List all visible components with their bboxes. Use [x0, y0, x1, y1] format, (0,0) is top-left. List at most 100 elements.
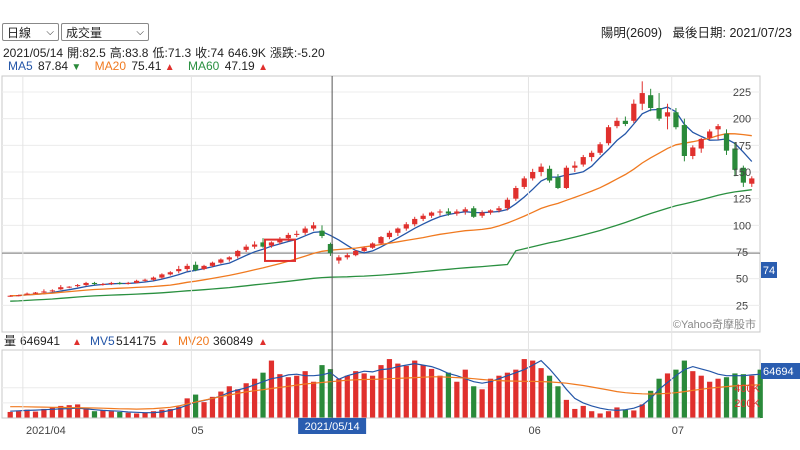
candle	[58, 285, 64, 290]
candle	[513, 185, 519, 201]
candle	[462, 207, 468, 215]
period-select[interactable]: 日線 ⌵	[2, 23, 59, 41]
arrow-up-icon: ▲	[258, 62, 268, 73]
volume-bar	[260, 372, 266, 418]
volume-bar	[361, 373, 367, 418]
candle-body	[243, 246, 249, 250]
volume-bar	[32, 411, 39, 418]
candle-body	[285, 234, 291, 239]
candle-body	[614, 120, 620, 127]
volume-bar	[749, 375, 755, 418]
open-label: 開:	[67, 46, 83, 60]
candle-body	[471, 208, 477, 217]
candle	[412, 216, 418, 227]
candle	[622, 116, 628, 127]
vol-label: 量	[4, 334, 16, 348]
candle-body	[361, 247, 367, 251]
candle-body	[555, 177, 561, 188]
candle	[487, 209, 494, 215]
candle-body	[580, 157, 586, 165]
volume-bar	[7, 411, 13, 418]
candle-body	[403, 224, 409, 229]
candle-body	[378, 237, 384, 244]
candle-body	[412, 218, 418, 225]
candle-body	[369, 243, 376, 248]
volume-bar	[91, 411, 98, 418]
candle	[218, 258, 224, 264]
candle-body	[698, 138, 704, 149]
candle	[117, 281, 123, 285]
candle	[614, 117, 620, 129]
price-tick-label: 100	[733, 220, 751, 232]
candle-body	[589, 152, 595, 158]
volume-bar	[412, 360, 418, 418]
volume-bar	[648, 390, 654, 418]
candle	[302, 226, 308, 235]
volume-bar	[386, 359, 393, 418]
volume-bar	[639, 404, 645, 418]
candle	[336, 255, 342, 264]
candle-body	[428, 212, 435, 216]
candle-body	[268, 242, 275, 246]
volume-bar	[302, 371, 308, 418]
change-label: 漲跌:	[269, 46, 298, 60]
volume-bar	[100, 410, 106, 418]
arrow-down-icon: ▼	[71, 62, 82, 73]
volume-bar	[681, 360, 687, 418]
ma20-legend: MA20 75.41 ▲	[95, 59, 178, 73]
candle-body	[302, 228, 308, 233]
price-tick-label: 150	[733, 167, 751, 179]
candle-body	[395, 228, 401, 233]
volume-bar	[251, 378, 258, 418]
candle-body	[277, 239, 283, 243]
indicator-select[interactable]: 成交量 ⌵	[61, 23, 149, 41]
candle	[605, 125, 612, 146]
candle-body	[504, 199, 511, 209]
candle	[445, 208, 452, 216]
candle	[201, 264, 207, 271]
price-marker-text: 74	[763, 265, 775, 277]
ma60-legend: MA60 47.19 ▲	[188, 59, 268, 73]
price-panel	[1, 75, 761, 333]
x-tick-label: 05	[191, 425, 203, 437]
candle	[108, 281, 114, 286]
candle-body	[437, 211, 443, 213]
open-value: 82.5	[82, 46, 106, 60]
volume-bar	[201, 402, 207, 418]
candle-body	[218, 259, 224, 263]
volume-bar	[344, 375, 350, 418]
chevron-down-icon: ⌵	[46, 27, 54, 38]
volume-bar	[740, 374, 746, 418]
candle	[235, 249, 241, 259]
candle-body	[134, 280, 140, 283]
volume-bar	[622, 409, 628, 418]
volume-bar	[555, 386, 561, 418]
volume-bar	[437, 375, 443, 418]
candle	[749, 176, 755, 187]
candle-body	[251, 244, 258, 247]
high-label: 高:	[109, 46, 126, 60]
volume-bar	[757, 369, 763, 418]
volume-bar	[572, 408, 578, 418]
candle-body	[445, 211, 452, 214]
candle-body	[319, 230, 325, 236]
candle	[664, 103, 671, 130]
volume-bar	[420, 365, 426, 418]
mv20-label: MV20	[178, 334, 210, 348]
candle-body	[150, 277, 157, 280]
volume-bar	[16, 411, 22, 418]
volume-bar	[563, 399, 570, 418]
candle	[504, 197, 511, 211]
candle-body	[386, 232, 393, 238]
candle-body	[563, 167, 570, 188]
candle	[496, 206, 502, 213]
high-value: 83.8	[125, 46, 149, 60]
candle-body	[530, 172, 536, 179]
candle-body	[690, 147, 696, 156]
candle-body	[167, 272, 173, 275]
toolbar: 日線 ⌵ 成交量 ⌵ 陽明(2609) 最後日期: 2021/07/23	[0, 0, 800, 41]
volume-bar	[159, 409, 165, 418]
volume-bar	[471, 386, 477, 418]
candle-body	[622, 120, 628, 124]
